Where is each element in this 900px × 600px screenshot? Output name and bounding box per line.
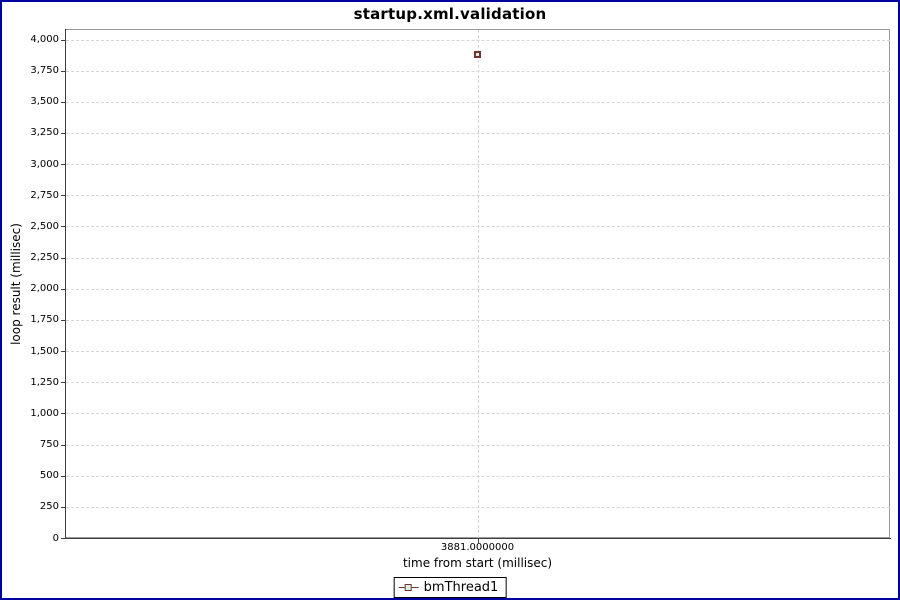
- gridline-vertical: [477, 30, 479, 538]
- y-tick-mark: [61, 101, 65, 103]
- y-tick-mark: [61, 475, 65, 477]
- y-tick-label: 2,750: [30, 189, 59, 201]
- y-tick-mark: [61, 506, 65, 508]
- y-tick-mark: [61, 195, 65, 197]
- y-tick-label: 250: [39, 501, 59, 513]
- x-tick-mark: [477, 539, 479, 543]
- y-axis-line: [65, 29, 66, 539]
- legend: bmThread1: [393, 577, 507, 598]
- y-tick-mark: [61, 70, 65, 72]
- y-tick-mark: [61, 319, 65, 321]
- y-tick-mark: [61, 444, 65, 446]
- y-tick-mark: [61, 39, 65, 41]
- y-tick-label: 2,000: [30, 283, 59, 295]
- y-tick-mark: [61, 257, 65, 259]
- y-tick-label: 1,250: [30, 376, 59, 388]
- y-tick-mark: [61, 164, 65, 166]
- y-tick-label: 1,500: [30, 345, 59, 357]
- y-tick-label: 3,250: [30, 127, 59, 139]
- y-tick-label: 500: [39, 470, 59, 482]
- legend-label: bmThread1: [423, 580, 499, 595]
- y-tick-label: 3,500: [30, 96, 59, 108]
- y-tick-mark: [61, 351, 65, 353]
- x-axis-label: time from start (millisec): [402, 556, 553, 570]
- y-tick-mark: [61, 538, 65, 539]
- y-tick-mark: [61, 288, 65, 290]
- x-axis-line: [65, 538, 891, 539]
- y-tick-mark: [61, 413, 65, 415]
- x-tick-label: 3881.0000000: [440, 542, 515, 553]
- y-tick-label: 3,750: [30, 65, 59, 77]
- legend-marker-icon: [398, 583, 419, 592]
- y-tick-mark: [61, 226, 65, 228]
- y-tick-mark: [61, 132, 65, 134]
- y-tick-label: 3,000: [30, 158, 59, 170]
- y-tick-label: 0: [52, 532, 59, 544]
- y-tick-label: 2,250: [30, 252, 59, 264]
- y-tick-label: 2,500: [30, 220, 59, 232]
- y-tick-label: 1,000: [30, 407, 59, 419]
- data-point-marker: [474, 50, 481, 58]
- y-tick-label: 4,000: [30, 34, 59, 45]
- y-tick-label: 1,750: [30, 314, 59, 326]
- y-tick-mark: [61, 382, 65, 384]
- chart-title: startup.xml.validation: [353, 5, 547, 23]
- y-tick-label: 750: [39, 439, 59, 451]
